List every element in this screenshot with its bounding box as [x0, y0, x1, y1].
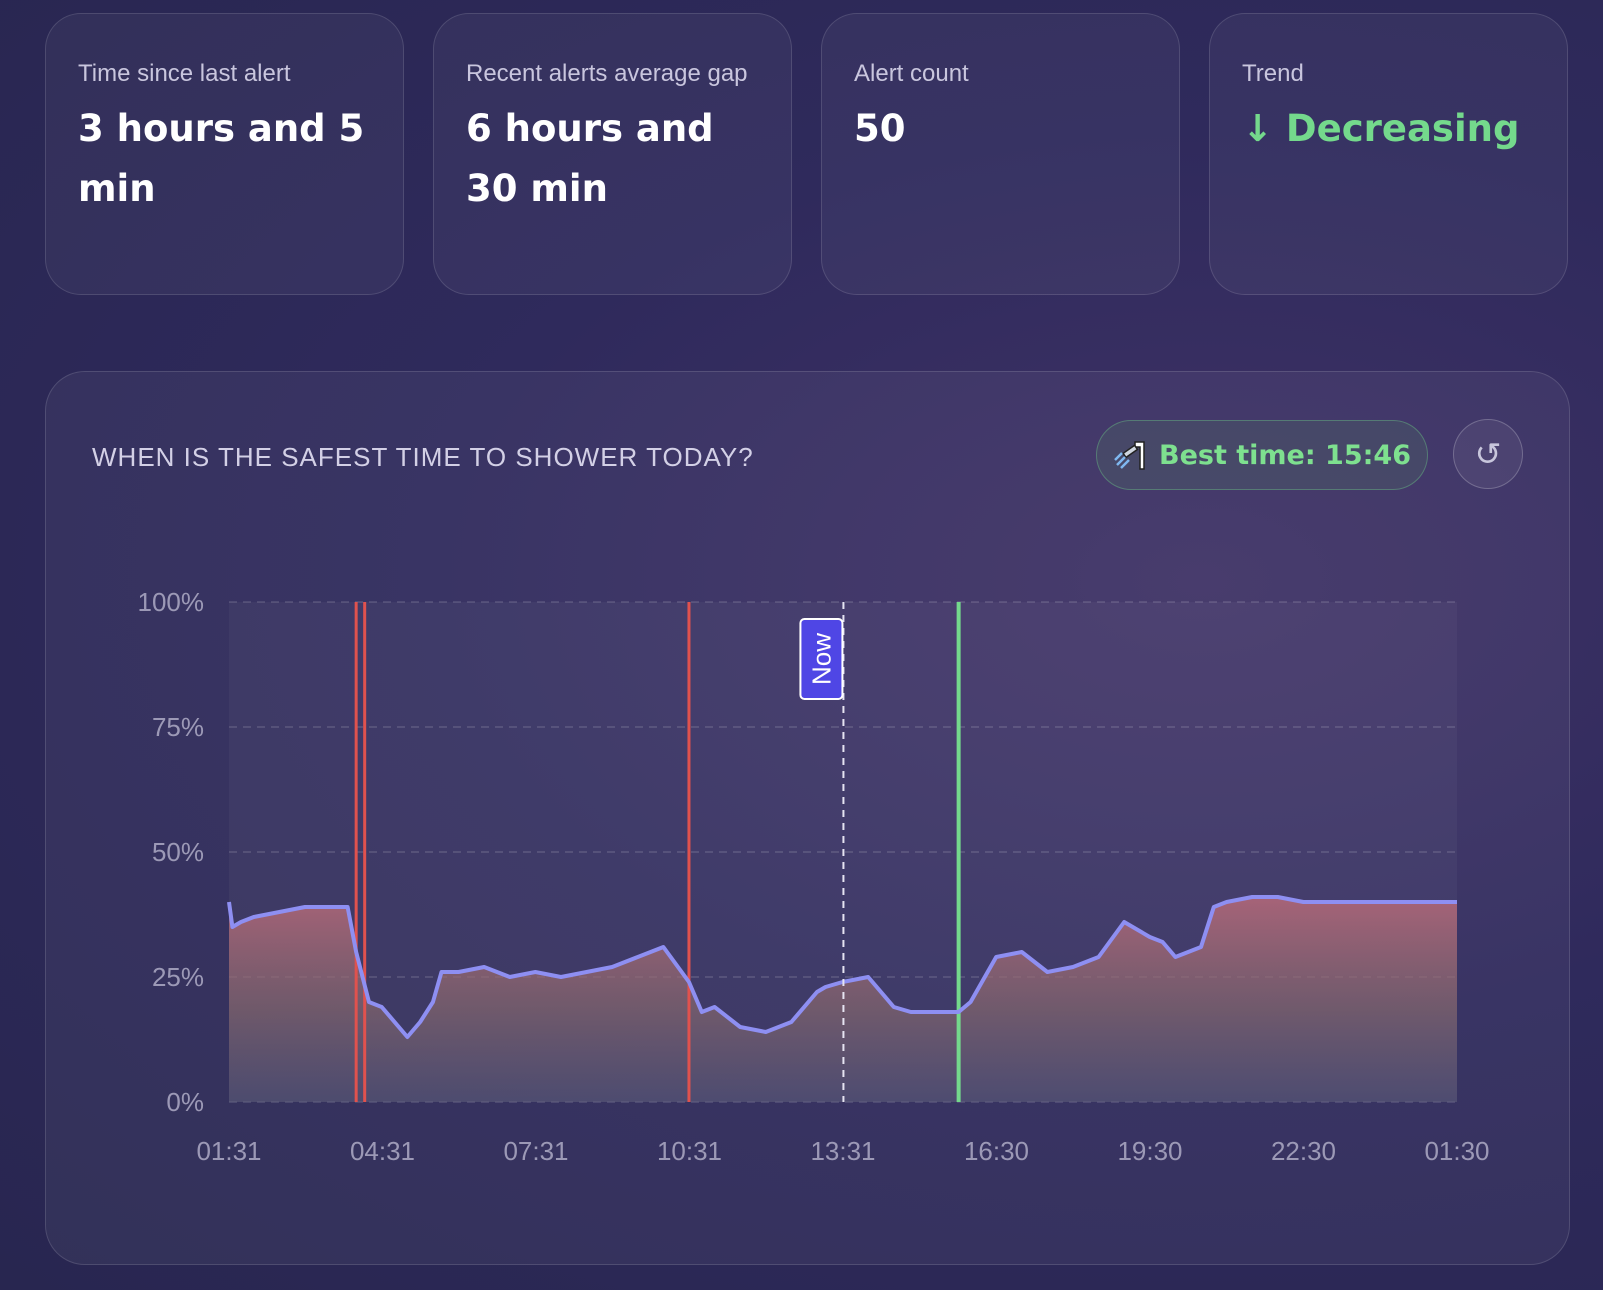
stat-value: 50 [854, 107, 906, 150]
x-tick-label: 16:30 [964, 1136, 1029, 1166]
stat-label: Alert count [854, 60, 969, 87]
trend-value: ↓ Decreasing [1242, 107, 1520, 150]
now-marker: Now [799, 602, 845, 1102]
x-tick-label: 13:31 [810, 1136, 875, 1166]
x-axis: 01:31 04:31 07:31 10:31 13:31 16:30 19:30 22:30… [196, 1136, 1489, 1166]
stat-card-trend: Trend ↓ Decreasing [1209, 13, 1568, 295]
x-tick-label: 22:30 [1271, 1136, 1336, 1166]
x-tick-label: 07:31 [503, 1136, 568, 1166]
x-tick-label: 04:31 [350, 1136, 415, 1166]
best-time-button[interactable]: Best time: 15:46 [1096, 420, 1428, 490]
refresh-button[interactable]: ↺ [1453, 419, 1523, 489]
y-tick-label: 0% [166, 1087, 204, 1117]
stat-label: Time since last alert [78, 60, 291, 87]
stat-label: Trend [1242, 60, 1304, 87]
x-tick-label: 01:30 [1424, 1136, 1489, 1166]
x-tick-label: 10:31 [657, 1136, 722, 1166]
y-tick-label: 25% [152, 962, 204, 992]
y-tick-label: 75% [152, 712, 204, 742]
now-badge [799, 618, 844, 700]
stat-value: 3 hours and 5 min [78, 107, 365, 210]
y-tick-label: 100% [138, 587, 205, 617]
refresh-icon: ↺ [1474, 435, 1502, 473]
chart-markers [354, 602, 961, 1102]
chart-area [229, 897, 1457, 1102]
now-label: Now [806, 633, 836, 685]
safety-line [227, 895, 1457, 1039]
x-tick-label: 01:31 [196, 1136, 261, 1166]
chart-line [227, 895, 1457, 1039]
y-axis: 0% 25% 50% 75% 100% [138, 587, 205, 1117]
shower-chart-panel: WHEN IS THE SAFEST TIME TO SHOWER TODAY?… [45, 371, 1570, 1265]
shower-icon [1113, 439, 1147, 471]
y-tick-label: 50% [152, 837, 204, 867]
stat-card-alert-count: Alert count 50 [821, 13, 1180, 295]
panel-title: WHEN IS THE SAFEST TIME TO SHOWER TODAY? [92, 442, 754, 472]
stat-card-time-since-last-alert: Time since last alert 3 hours and 5 min [45, 13, 404, 295]
stat-label: Recent alerts average gap [466, 60, 748, 87]
safety-area [229, 897, 1457, 1102]
stat-value: 6 hours and 30 min [466, 107, 714, 210]
x-tick-label: 19:30 [1117, 1136, 1182, 1166]
stat-card-average-gap: Recent alerts average gap 6 hours and 30… [433, 13, 792, 295]
best-time-label: Best time: 15:46 [1158, 439, 1412, 471]
